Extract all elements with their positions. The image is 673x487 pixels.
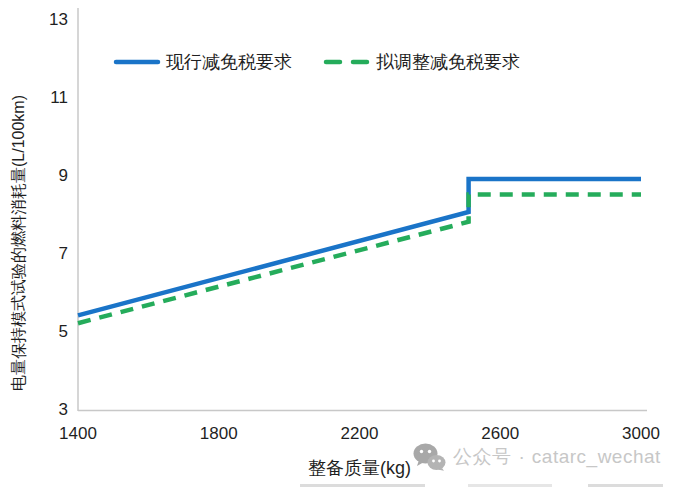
watermark-account-type: 公众号 — [453, 444, 512, 470]
dashed-line-swatch-icon — [323, 57, 371, 67]
series-line-1 — [78, 195, 641, 324]
x-tick-label: 2600 — [481, 425, 519, 442]
y-axis-title: 电量保持模式试验的燃料消耗量(L/100km) — [9, 95, 30, 391]
chart-figure: 现行减免税要求 拟调整减免税要求 电量保持模式试验的燃料消耗量(L/100km)… — [0, 0, 673, 487]
x-tick-label: 2200 — [341, 425, 379, 442]
y-tick-label: 13 — [28, 11, 68, 28]
x-tick-label: 1800 — [200, 425, 238, 442]
y-tick-label: 7 — [28, 245, 68, 262]
y-tick-label: 3 — [28, 401, 68, 418]
watermark: 公众号 · catarc_wechat — [413, 442, 661, 472]
legend: 现行减免税要求 拟调整减免税要求 — [113, 50, 520, 74]
watermark-separator: · — [519, 446, 525, 468]
watermark-handle: catarc_wechat — [532, 446, 661, 468]
legend-label-proposed: 拟调整减免税要求 — [376, 50, 520, 74]
series-line-0 — [78, 179, 641, 316]
x-tick-label: 1400 — [59, 425, 97, 442]
solid-line-swatch-icon — [113, 57, 161, 67]
legend-item-current: 现行减免税要求 — [113, 50, 292, 74]
y-tick-label: 9 — [28, 167, 68, 184]
x-tick-label: 3000 — [622, 425, 660, 442]
y-tick-label: 11 — [28, 89, 68, 106]
legend-item-proposed: 拟调整减免税要求 — [323, 50, 520, 74]
wechat-icon — [413, 443, 446, 471]
series-layer — [78, 179, 641, 323]
y-tick-label: 5 — [28, 323, 68, 340]
legend-label-current: 现行减免税要求 — [166, 50, 292, 74]
